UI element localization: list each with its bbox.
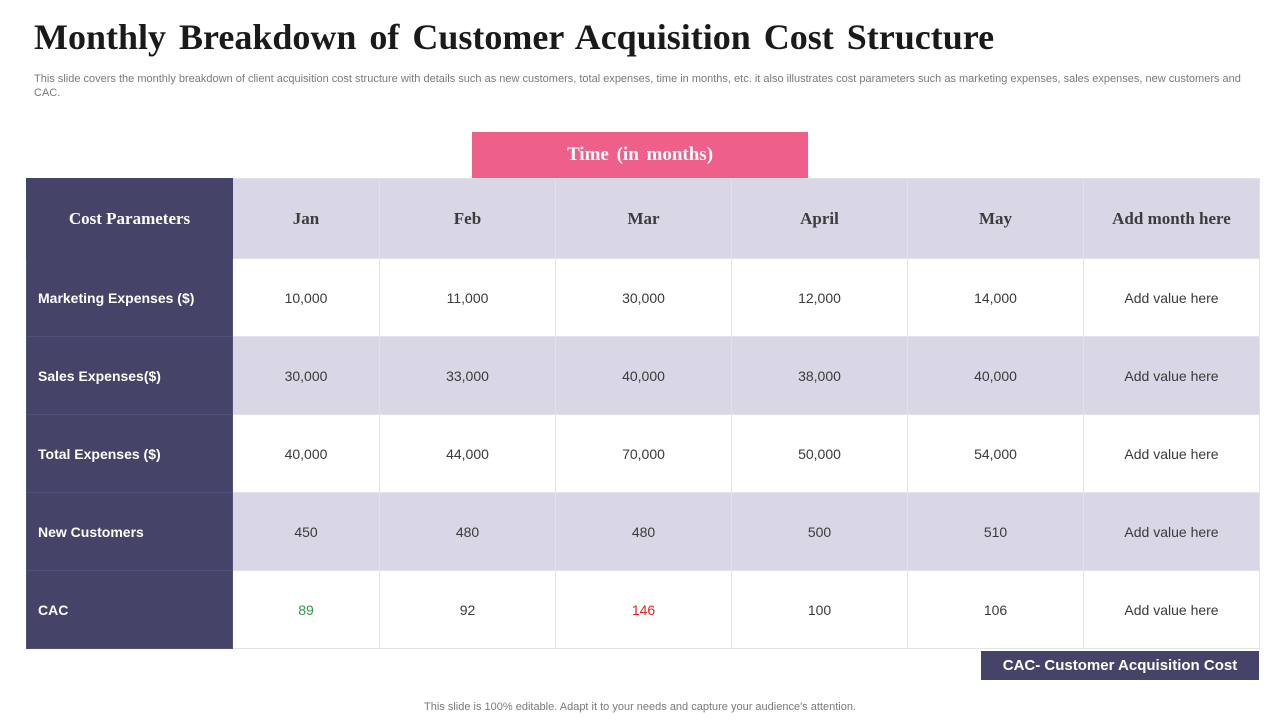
table-cell: 40,000: [907, 336, 1084, 415]
table-row: CAC 89 92 146 100 106 Add value here: [26, 570, 1260, 649]
row-label: Marketing Expenses ($): [26, 258, 233, 337]
table-row: Total Expenses ($) 40,000 44,000 70,000 …: [26, 414, 1260, 493]
row-label: Sales Expenses($): [26, 336, 233, 415]
header-add-month: Add month here: [1083, 178, 1260, 259]
table-cell: 480: [555, 492, 732, 571]
table-cell: 44,000: [379, 414, 556, 493]
table-cell: Add value here: [1083, 258, 1260, 337]
table-cell: 30,000: [232, 336, 380, 415]
table-cell: 30,000: [555, 258, 732, 337]
table-cell: 500: [731, 492, 908, 571]
table-cell: Add value here: [1083, 492, 1260, 571]
slide-title: Monthly Breakdown of Customer Acquisitio…: [34, 17, 995, 57]
table-cell: 70,000: [555, 414, 732, 493]
row-label: CAC: [26, 570, 233, 649]
row-label: New Customers: [26, 492, 233, 571]
table-cell: 510: [907, 492, 1084, 571]
header-may: May: [907, 178, 1084, 259]
table-cell: 100: [731, 570, 908, 649]
table-cell: Add value here: [1083, 570, 1260, 649]
row-label: Total Expenses ($): [26, 414, 233, 493]
table-cell: 146: [555, 570, 732, 649]
header-feb: Feb: [379, 178, 556, 259]
table-cell: 38,000: [731, 336, 908, 415]
table-cell: 12,000: [731, 258, 908, 337]
table-cell: 480: [379, 492, 556, 571]
time-banner: Time (in months): [472, 132, 808, 178]
table-cell: 11,000: [379, 258, 556, 337]
slide-footer: This slide is 100% editable. Adapt it to…: [424, 701, 856, 713]
table-cell: 10,000: [232, 258, 380, 337]
table-cell: 33,000: [379, 336, 556, 415]
table-row: New Customers 450 480 480 500 510 Add va…: [26, 492, 1260, 571]
table-cell: 92: [379, 570, 556, 649]
table-cell: 50,000: [731, 414, 908, 493]
table-header-row: Cost Parameters Jan Feb Mar April May Ad…: [26, 178, 1260, 259]
table-cell: Add value here: [1083, 336, 1260, 415]
header-jan: Jan: [232, 178, 380, 259]
table-row: Sales Expenses($) 30,000 33,000 40,000 3…: [26, 336, 1260, 415]
table-cell: Add value here: [1083, 414, 1260, 493]
slide-subtitle: This slide covers the monthly breakdown …: [34, 73, 1241, 99]
cac-legend-box: CAC- Customer Acquisition Cost: [981, 651, 1259, 680]
table-cell: 40,000: [555, 336, 732, 415]
table-cell: 106: [907, 570, 1084, 649]
cost-table: Cost Parameters Jan Feb Mar April May Ad…: [26, 178, 1260, 649]
table-cell: 89: [232, 570, 380, 649]
header-cost-parameters: Cost Parameters: [26, 178, 233, 259]
table-row: Marketing Expenses ($) 10,000 11,000 30,…: [26, 258, 1260, 337]
table-cell: 450: [232, 492, 380, 571]
table-cell: 14,000: [907, 258, 1084, 337]
header-april: April: [731, 178, 908, 259]
header-mar: Mar: [555, 178, 732, 259]
table-cell: 40,000: [232, 414, 380, 493]
table-cell: 54,000: [907, 414, 1084, 493]
